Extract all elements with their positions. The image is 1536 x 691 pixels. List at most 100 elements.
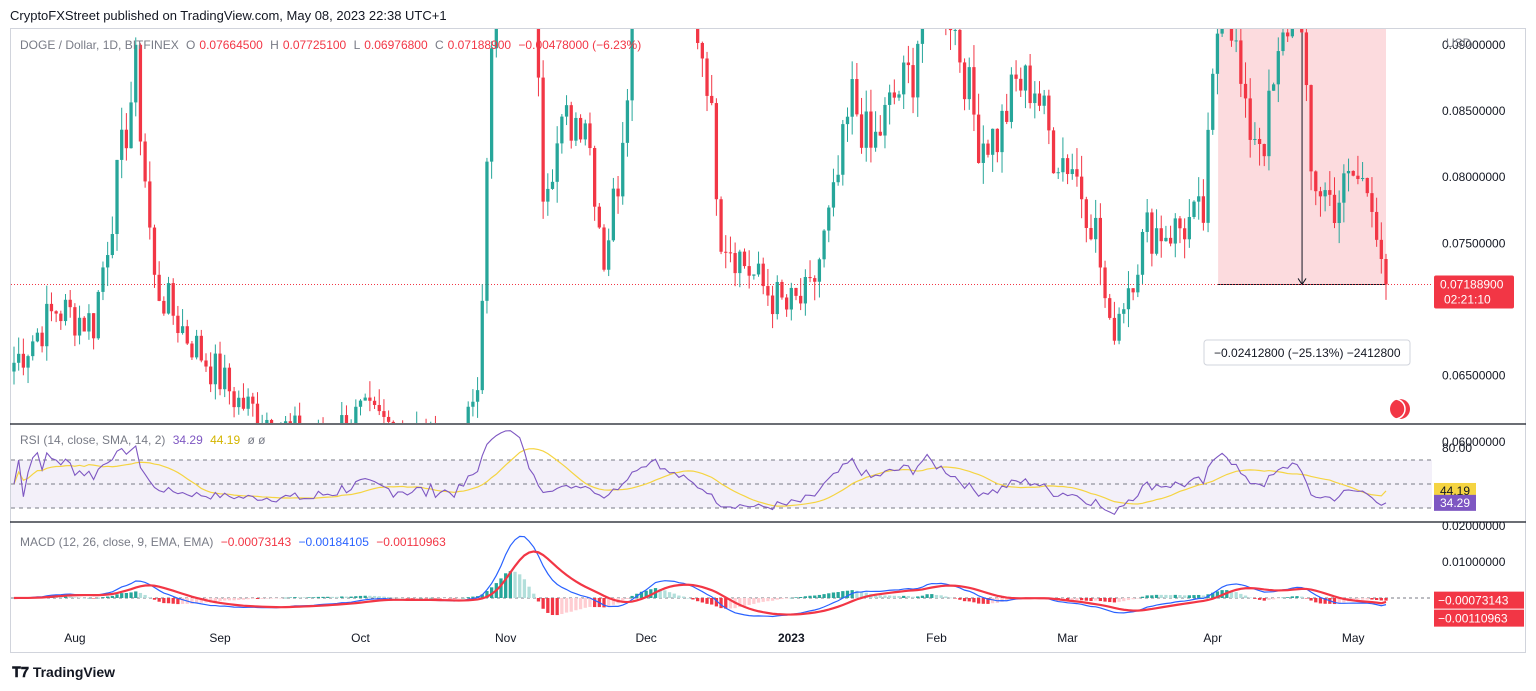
- candle-body: [724, 251, 728, 253]
- candle-body: [344, 415, 349, 423]
- candle-body: [705, 58, 709, 96]
- macd-histogram-bar: [911, 596, 915, 598]
- main-legend: DOGE / Dollar, 1D, BITFINEX O 0.07664500 …: [20, 38, 645, 52]
- macd-signal-line: [13, 550, 1387, 616]
- candle-body: [485, 161, 489, 301]
- macd-histogram-bar: [1065, 598, 1070, 601]
- candle-body: [68, 299, 72, 308]
- candle-body: [251, 396, 255, 404]
- candle-body: [1094, 217, 1098, 240]
- open-value: 0.07664500: [199, 38, 263, 52]
- macd-histogram-bar: [1314, 598, 1318, 603]
- candle-body: [54, 311, 58, 314]
- candle-body: [1033, 93, 1037, 104]
- candle-body: [480, 300, 484, 391]
- macd-histogram-bar: [508, 571, 512, 598]
- candle-body: [354, 406, 358, 423]
- macd-histogram-bar: [677, 595, 681, 598]
- candle-body: [1309, 85, 1313, 172]
- candle-body: [770, 295, 775, 315]
- candle-body: [1356, 175, 1360, 180]
- macd-histogram-bar: [176, 598, 180, 605]
- candle-body: [817, 259, 822, 282]
- macd-histogram-bar: [1295, 596, 1299, 598]
- candle-body: [1351, 170, 1355, 176]
- macd-histogram-bar: [1356, 598, 1360, 601]
- macd-histogram-bar: [120, 593, 124, 598]
- macd-histogram-bar: [1239, 593, 1243, 598]
- macd-histogram-bar: [747, 598, 751, 606]
- candle-body: [185, 326, 189, 344]
- candle-body: [981, 143, 985, 163]
- candle-body: [1159, 228, 1163, 242]
- candle-body: [1140, 231, 1145, 275]
- candle-body: [1089, 227, 1093, 240]
- macd-histogram-bar: [499, 578, 503, 598]
- candle-body: [176, 315, 180, 334]
- macd-histogram-bar: [213, 598, 217, 602]
- macd-histogram-bar: [864, 592, 868, 598]
- macd-histogram-bar: [738, 598, 742, 607]
- candle-body: [317, 423, 320, 441]
- time-tick-label: Sep: [209, 631, 231, 645]
- candle-body: [1276, 51, 1280, 85]
- candle-body: [958, 29, 962, 63]
- macd-histogram-bar: [452, 598, 456, 599]
- candle-body: [1047, 95, 1051, 131]
- macd-histogram-bar: [789, 597, 793, 599]
- candle-body: [1000, 110, 1004, 153]
- candle-body: [1126, 288, 1131, 310]
- macd-histogram-bar: [958, 598, 962, 600]
- candle-body: [471, 401, 475, 407]
- candle-body: [171, 283, 175, 316]
- candle-body: [803, 276, 807, 304]
- macd-histogram-bar: [316, 596, 321, 598]
- macd-histogram-bar: [649, 589, 653, 598]
- candle-body: [1206, 129, 1210, 223]
- macd-histogram-bar: [429, 597, 433, 599]
- candle-body: [550, 181, 555, 189]
- tradingview-logo[interactable]: 𝐓𝟕 TradingView: [12, 664, 115, 681]
- macd-histogram-bar: [1290, 596, 1294, 598]
- macd-histogram-bar: [761, 598, 765, 602]
- symbol-label[interactable]: DOGE / Dollar, 1D, BITFINEX: [20, 38, 179, 52]
- macd-histogram-bar: [686, 597, 690, 599]
- macd-label[interactable]: MACD (12, 26, close, 9, EMA, EMA): [20, 535, 214, 549]
- candle-body: [1122, 309, 1126, 314]
- candle-body: [1342, 173, 1346, 203]
- macd-histogram-bar: [1379, 598, 1383, 601]
- candle-body: [1070, 169, 1074, 175]
- chart-frame: [10, 28, 1526, 653]
- low-label: L: [353, 38, 361, 52]
- measure-label: −0.02412800 (−25.13%) −2412800: [1214, 346, 1401, 360]
- macd-histogram-bar: [1145, 595, 1149, 598]
- time-tick-label: Feb: [926, 631, 947, 645]
- candle-body: [63, 299, 68, 322]
- macd-histogram-bar: [1136, 598, 1140, 599]
- candle-body: [275, 437, 278, 441]
- rsi-label[interactable]: RSI (14, close, SMA, 14, 2): [20, 433, 166, 447]
- candle-body: [906, 62, 911, 66]
- macd-histogram-bar: [518, 574, 522, 598]
- candle-body: [831, 182, 836, 208]
- candle-body: [1112, 317, 1117, 341]
- price-tick-label: 0.06000000: [1442, 435, 1506, 449]
- macd-histogram-bar: [878, 595, 882, 598]
- macd-histogram-bar: [813, 595, 817, 598]
- candle-body: [845, 116, 850, 125]
- macd-histogram-bar: [166, 598, 171, 604]
- candle-body: [583, 123, 587, 140]
- candle-body: [799, 295, 803, 304]
- macd-histogram-bar: [766, 598, 770, 602]
- candle-body: [401, 434, 404, 435]
- macd-histogram-bar: [1323, 598, 1327, 604]
- macd-histogram-bar: [447, 598, 452, 599]
- candle-body: [1365, 177, 1369, 194]
- candle-body: [1211, 73, 1215, 130]
- candle-body: [822, 230, 826, 260]
- candle-body: [279, 429, 282, 441]
- candle-body: [864, 111, 868, 148]
- candle-body: [363, 397, 367, 401]
- macd-histogram-bar: [939, 595, 943, 598]
